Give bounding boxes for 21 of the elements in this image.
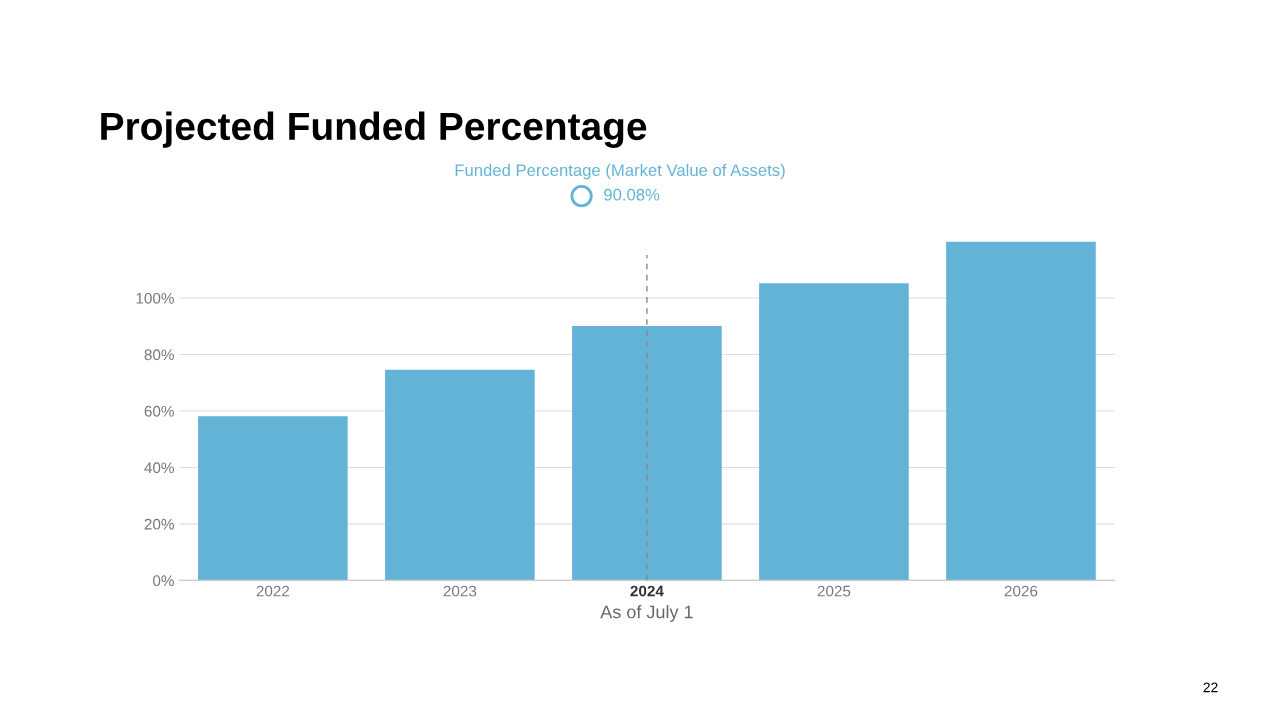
y-tick-label: 0% [152,575,174,587]
bar [198,416,348,581]
y-tick-label: 60% [144,405,174,417]
legend-title: Funded Percentage (Market Value of Assets) [455,163,785,180]
x-axis-title: As of July 1 [600,605,693,622]
x-tick-label: 2024 [630,585,664,597]
chart-title: Projected Funded Percentage [101,111,647,148]
bar [385,369,535,581]
text: 90.08% [604,188,660,201]
y-tick-label: 100% [136,292,174,304]
bar [572,326,722,581]
text: 22 [1203,682,1218,693]
y-tick-label: 20% [144,518,174,530]
bar [759,283,909,581]
x-tick-label: 2022 [256,585,290,597]
x-tick-label: 2026 [1004,585,1038,597]
y-tick-label: 40% [144,462,174,474]
bar [946,241,1096,581]
x-tick-label: 2025 [817,585,851,597]
x-tick-label: 2023 [443,585,477,597]
y-tick-label: 80% [144,349,174,361]
